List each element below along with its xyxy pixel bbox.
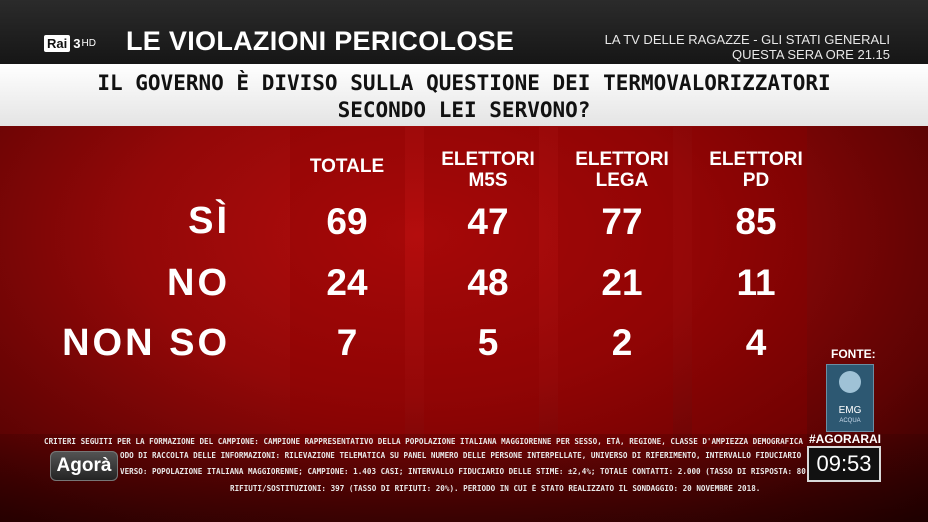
header-line: ELETTORI [441,149,535,170]
column-bg-m5s [424,127,539,447]
segment-title: LE VIOLAZIONI PERICOLOSE [126,26,515,56]
column-bg-pd [692,127,807,447]
rai3-hd-logo: Rai 3 HD [44,33,96,53]
agora-program-logo: Agorà [50,451,118,481]
question-line-1: IL GOVERNO È DIVISO SULLA QUESTIONE DEI … [97,71,831,95]
header-line: LEGA [595,170,649,191]
header-line: PD [742,170,770,191]
column-header-totale: TOTALE [282,156,412,177]
cell-nonso-lega: 2 [611,322,633,363]
cell-no-lega: 21 [601,262,643,303]
promo-line-2: QUESTA SERA ORE 21.15 [732,47,890,62]
column-header-m5s: ELETTORI M5S [423,149,553,191]
emg-brand: EMG [838,405,862,416]
promo-text: LA TV DELLE RAGAZZE - GLI STATI GENERALI… [605,32,890,62]
footnote-line-1: CRITERI SEGUITI PER LA FORMAZIONE DEL CA… [44,437,803,446]
footnote-line-4: RIFIUTI/SOSTITUZIONI: 397 (TASSO DI RIFI… [230,484,761,493]
source-label: FONTE: [831,347,876,361]
row-label-si: SÌ [188,200,230,242]
cell-si-lega: 77 [601,201,643,242]
row-label-non-so: NON SO [62,322,230,364]
emg-logo: EMG ACQUA [826,364,874,432]
cell-nonso-m5s: 5 [477,322,499,363]
column-bg-totale [290,127,405,447]
poll-question: IL GOVERNO È DIVISO SULLA QUESTIONE DEI … [0,64,928,126]
hashtag: #AGORARAI [809,432,882,446]
on-air-clock: 09:53 [807,446,881,482]
top-banner: Rai 3 HD LE VIOLAZIONI PERICOLOSE LA TV … [0,0,928,64]
cell-si-totale: 69 [326,201,368,242]
footnote-line-2: ODO DI RACCOLTA DELLE INFORMAZIONI: RILE… [120,451,802,460]
header-line: ELETTORI [575,149,669,170]
cell-si-m5s: 47 [467,201,509,242]
cell-no-pd: 11 [736,262,776,303]
cell-si-pd: 85 [735,201,777,242]
network-logo: Rai [44,34,71,52]
cell-no-m5s: 48 [467,262,509,303]
header-line: TOTALE [309,156,385,177]
cell-nonso-totale: 7 [336,322,358,363]
column-bg-lega [558,127,673,447]
cell-no-totale: 24 [326,262,368,303]
question-line-2: SECONDO LEI SERVONO? [337,98,591,122]
column-header-lega: ELETTORI LEGA [557,149,687,191]
emg-globe-icon [839,371,861,393]
footnote-line-3: VERSO: POPOLAZIONE ITALIANA MAGGIORENNE;… [120,467,806,476]
emg-brand-sub: ACQUA [839,418,861,424]
methodology-footnote: CRITERI SEGUITI PER LA FORMAZIONE DEL CA… [0,434,928,522]
row-label-no: NO [167,262,230,304]
header-line: M5S [468,170,508,191]
header-line: ELETTORI [709,149,803,170]
promo-line-1: LA TV DELLE RAGAZZE - GLI STATI GENERALI [604,32,890,47]
channel-number: 3 [73,35,81,51]
hd-badge: HD [81,37,96,49]
column-header-pd: ELETTORI PD [691,149,821,191]
cell-nonso-pd: 4 [745,322,767,363]
